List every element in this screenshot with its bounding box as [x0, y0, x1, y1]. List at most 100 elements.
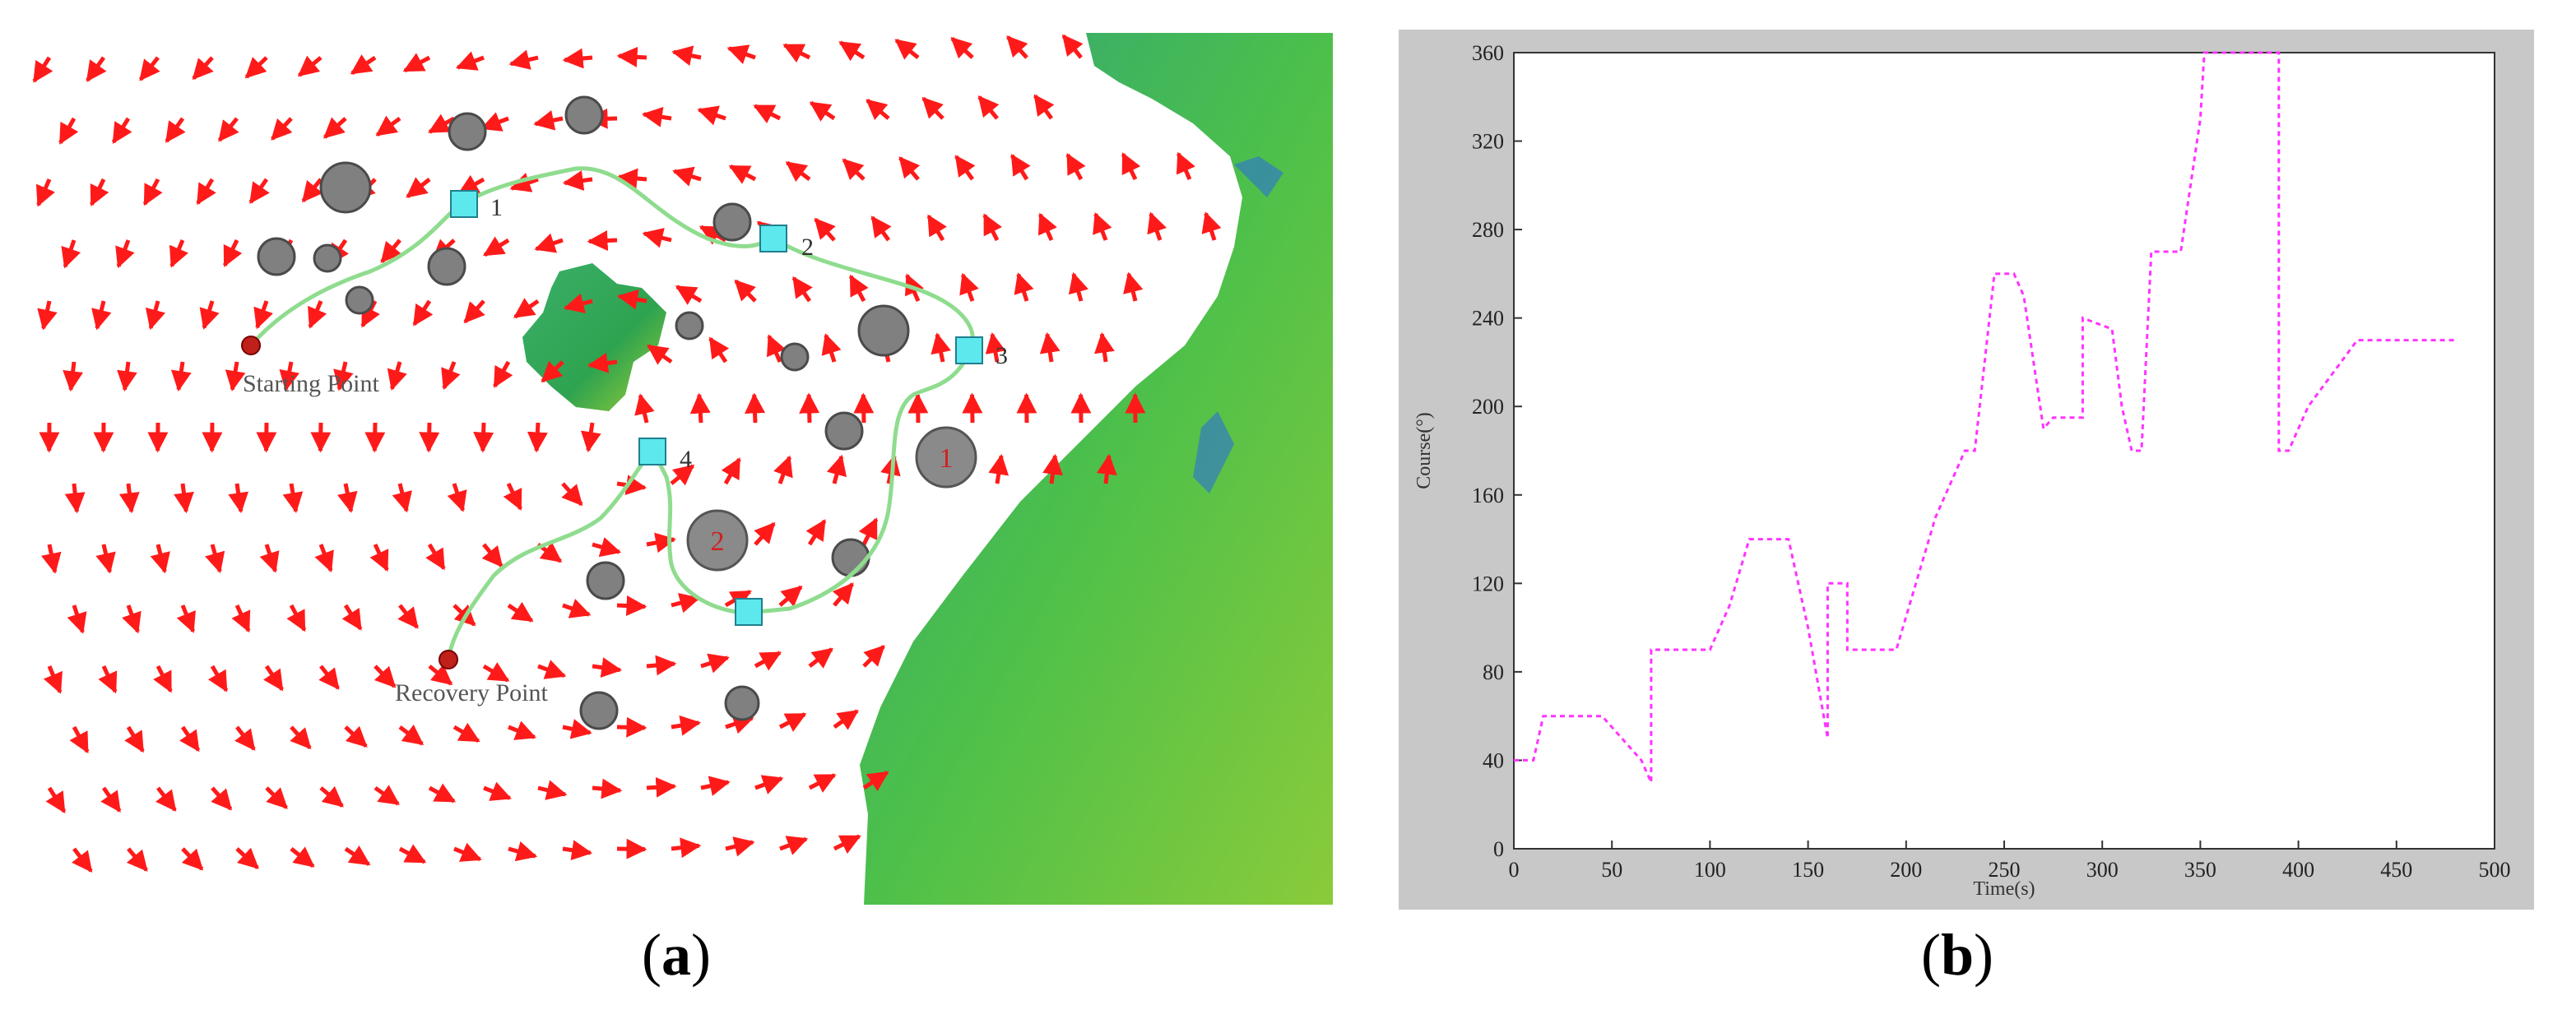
current-arrow: [587, 353, 618, 373]
current-arrow: [205, 544, 225, 574]
current-arrow: [176, 604, 196, 633]
current-arrow: [402, 53, 431, 73]
start-label: Starting Point: [243, 370, 380, 397]
current-arrow: [898, 156, 921, 181]
current-arrows: [32, 34, 1222, 873]
current-arrow: [848, 274, 869, 303]
x-tick-label: 400: [2282, 858, 2314, 882]
current-arrow: [671, 593, 701, 614]
current-arrow: [375, 115, 401, 137]
current-arrow: [282, 483, 304, 513]
current-arrow: [642, 228, 672, 248]
current-arrow: [482, 662, 510, 683]
current-arrow: [211, 786, 233, 811]
obstacle-circle: [313, 243, 342, 273]
current-arrow: [833, 834, 861, 855]
current-arrow: [541, 360, 564, 383]
current-arrow: [380, 239, 402, 264]
current-arrow: [527, 422, 548, 453]
current-arrow: [122, 604, 142, 634]
y-axis-label: Course(°): [1413, 412, 1435, 489]
y-tick-label: 320: [1472, 130, 1504, 154]
current-arrow: [734, 279, 757, 303]
current-arrow: [181, 847, 204, 871]
current-arrow: [412, 299, 434, 327]
current-arrow: [1176, 151, 1195, 181]
current-arrow: [473, 422, 494, 453]
obstacle-circle: [712, 202, 752, 242]
current-arrow: [196, 178, 216, 206]
x-tick-label: 0: [1509, 858, 1520, 882]
current-arrow: [700, 653, 730, 674]
current-arrow: [985, 332, 1006, 363]
current-arrow: [616, 838, 647, 859]
current-arrow: [866, 99, 890, 121]
current-arrow: [508, 49, 539, 70]
current-arrow: [799, 392, 820, 424]
current-arrow: [779, 836, 809, 855]
x-axis-label: Time(s): [1973, 878, 2035, 900]
current-arrow: [259, 544, 280, 573]
waypoint-1: 1: [450, 190, 503, 221]
recovery-label: Recovery Point: [395, 679, 548, 706]
current-arrow: [265, 786, 288, 809]
current-arrow: [778, 712, 807, 732]
current-arrow: [950, 36, 974, 59]
current-arrow: [507, 601, 534, 623]
current-arrow: [509, 173, 539, 192]
current-arrow: [225, 361, 246, 391]
current-arrow: [314, 544, 334, 573]
current-arrow: [90, 178, 109, 206]
current-arrow: [563, 293, 593, 313]
current-arrow: [111, 117, 132, 144]
current-arrow: [481, 543, 504, 568]
current-arrow: [592, 778, 623, 799]
current-arrow: [562, 840, 593, 861]
current-arrow: [118, 483, 140, 514]
current-arrow: [634, 393, 655, 424]
current-arrow: [1093, 211, 1112, 241]
current-arrow: [145, 300, 166, 331]
current-arrow: [646, 655, 677, 676]
current-arrow: [447, 483, 467, 512]
current-arrow: [926, 214, 947, 242]
current-arrow: [150, 544, 170, 574]
current-arrow: [45, 786, 67, 813]
obstacles: [257, 95, 910, 730]
current-arrow: [671, 715, 702, 736]
current-arrow: [1201, 211, 1222, 241]
current-arrow: [862, 771, 889, 792]
current-arrow: [675, 285, 703, 305]
inland-water: [1193, 156, 1283, 493]
obstacle-circle: [345, 285, 374, 315]
current-arrow: [821, 333, 842, 363]
current-arrow: [671, 45, 702, 66]
waypoint-5: [735, 598, 763, 626]
current-arrow: [641, 106, 672, 127]
current-arrow: [671, 837, 702, 859]
current-arrow: [954, 155, 976, 181]
current-arrow: [463, 299, 485, 324]
current-arrow: [64, 483, 86, 514]
current-arrow: [858, 517, 879, 546]
y-tick-label: 40: [1483, 748, 1504, 772]
current-arrow: [977, 95, 1000, 120]
current-arrow: [616, 475, 647, 496]
current-arrow: [1061, 34, 1084, 59]
current-arrow: [508, 841, 538, 862]
y-tick-label: 240: [1472, 307, 1504, 331]
current-arrow: [244, 56, 268, 79]
current-arrow: [580, 422, 601, 453]
target-1: 1: [915, 426, 977, 489]
current-arrow: [745, 392, 766, 424]
obstacle-circle: [427, 247, 466, 286]
current-arrow: [1042, 453, 1063, 484]
current-arrow: [61, 239, 81, 269]
current-arrow: [369, 543, 389, 572]
current-arrow: [592, 537, 622, 558]
current-arrow: [248, 178, 270, 205]
current-arrow: [809, 100, 836, 122]
current-arrow: [69, 725, 90, 754]
current-arrow: [480, 112, 509, 132]
current-arrow: [1121, 152, 1141, 181]
